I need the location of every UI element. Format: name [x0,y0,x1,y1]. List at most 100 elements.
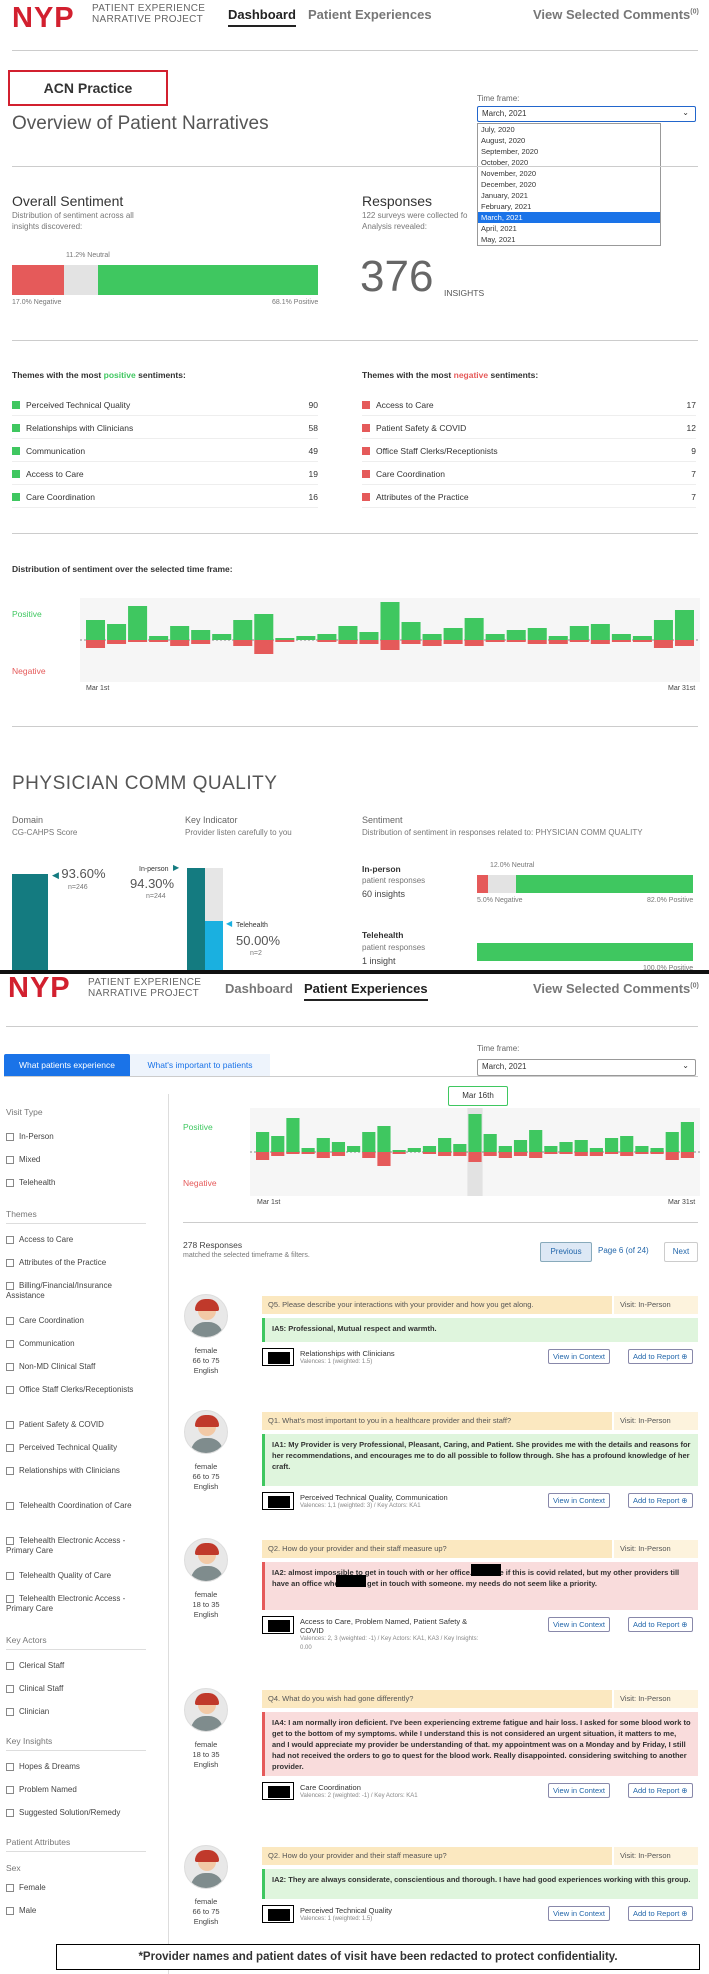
filter-checkbox-item[interactable]: Telehealth Electronic Access - Primary C… [6,1594,136,1614]
checkbox[interactable] [6,1281,14,1290]
timeframe-option[interactable]: November, 2020 [481,169,537,178]
filter-label: Care Coordination [19,1316,84,1325]
filter-checkbox-item[interactable]: Suggested Solution/Remedy [6,1808,136,1818]
checkbox[interactable] [6,1536,14,1545]
checkbox[interactable] [6,1501,14,1510]
timeframe-option[interactable]: March, 2021 [478,212,660,223]
negative-day-bar [286,1152,300,1154]
view-in-context-button[interactable]: View in Context [548,1349,610,1364]
valences-text: Valences: 2 (weighted: -1) / Key Actors:… [300,1793,418,1799]
theme-row: Patient Safety & COVID 12 [362,421,696,435]
filter-checkbox-item[interactable]: Clerical Staff [6,1661,136,1671]
filter-checkbox-item[interactable]: Billing/Financial/Insurance Assistance [6,1281,136,1301]
checkbox[interactable] [6,1132,14,1141]
add-to-report-button[interactable]: Add to Report ⊕ [628,1493,693,1508]
view-in-context-button[interactable]: View in Context [548,1617,610,1632]
tab-what-patients-experience[interactable]: What patients experience [4,1054,130,1076]
timeframe-option[interactable]: April, 2021 [481,224,517,233]
filter-checkbox-item[interactable]: Telehealth Quality of Care [6,1571,136,1581]
timeframe-select[interactable]: March, 2021 ⌄ [477,1059,696,1076]
checkbox[interactable] [6,1258,14,1267]
nav-dashboard[interactable]: Dashboard [228,7,296,27]
avatar [184,1845,228,1889]
checkbox[interactable] [6,1594,14,1603]
filter-checkbox-item[interactable]: Mixed [6,1155,136,1165]
checkbox[interactable] [6,1466,14,1475]
filter-checkbox-item[interactable]: Care Coordination [6,1316,136,1326]
timeframe-option[interactable]: July, 2020 [481,125,515,134]
add-to-report-button[interactable]: Add to Report ⊕ [628,1906,693,1921]
timeframe-select[interactable]: March, 2021 ⌄ [477,106,696,122]
timeframe-option[interactable]: December, 2020 [481,180,537,189]
filter-checkbox-item[interactable]: Male [6,1906,136,1916]
checkbox[interactable] [6,1661,14,1670]
previous-button[interactable]: Previous [540,1242,592,1262]
next-button[interactable]: Next [664,1242,698,1262]
filter-checkbox-item[interactable]: Relationships with Clinicians [6,1466,136,1476]
checkbox[interactable] [6,1155,14,1164]
filter-checkbox-item[interactable]: Access to Care [6,1235,136,1245]
checkbox[interactable] [6,1762,14,1771]
checkbox[interactable] [6,1785,14,1794]
checkbox[interactable] [6,1235,14,1244]
answer-text: IA4: I am normally iron deficient. I've … [262,1712,698,1776]
checkbox[interactable] [6,1316,14,1325]
timeframe-option[interactable]: February, 2021 [481,202,532,211]
filter-checkbox-item[interactable]: Clinical Staff [6,1684,136,1694]
checkbox[interactable] [6,1443,14,1452]
filter-checkbox-item[interactable]: Perceived Technical Quality [6,1443,136,1453]
timeframe-option[interactable]: May, 2021 [481,235,516,244]
theme-tags: Care Coordination Valences: 2 (weighted: … [300,1783,480,1801]
theme-divider [12,507,318,508]
filter-checkbox-item[interactable]: Patient Safety & COVID [6,1420,136,1430]
checkbox[interactable] [6,1707,14,1716]
view-in-context-button[interactable]: View in Context [548,1783,610,1798]
filter-checkbox-item[interactable]: Problem Named [6,1785,136,1795]
checkbox[interactable] [6,1362,14,1371]
nav-view-selected-comments[interactable]: View Selected Comments(0) [533,981,699,996]
view-in-context-button[interactable]: View in Context [548,1906,610,1921]
filter-checkbox-item[interactable]: Clinician [6,1707,136,1717]
theme-divider [12,415,318,416]
checkbox[interactable] [6,1684,14,1693]
avatar [184,1688,228,1732]
nav-patient-experiences[interactable]: Patient Experiences [304,981,428,1001]
nav-patient-experiences[interactable]: Patient Experiences [308,7,432,22]
filter-checkbox-item[interactable]: Telehealth [6,1178,136,1188]
avatar-shape [191,1322,223,1337]
add-to-report-button[interactable]: Add to Report ⊕ [628,1783,693,1798]
checkbox[interactable] [6,1883,14,1892]
filter-checkbox-item[interactable]: In-Person [6,1132,136,1142]
filter-checkbox-item[interactable]: Non-MD Clinical Staff [6,1362,136,1372]
timeframe-option[interactable]: August, 2020 [481,136,526,145]
tab-whats-important[interactable]: What's important to patients [130,1054,270,1076]
checkbox[interactable] [6,1385,14,1394]
filter-checkbox-item[interactable]: Female [6,1883,136,1893]
filter-checkbox-item[interactable]: Communication [6,1339,136,1349]
checkbox[interactable] [6,1571,14,1580]
nav-dashboard[interactable]: Dashboard [225,981,293,996]
negative-day-bar [128,640,148,642]
positive-day-bar [589,1148,603,1152]
checkbox[interactable] [6,1178,14,1187]
add-to-report-button[interactable]: Add to Report ⊕ [628,1617,693,1632]
checkbox[interactable] [6,1906,14,1915]
checkbox[interactable] [6,1420,14,1429]
filter-checkbox-item[interactable]: Attributes of the Practice [6,1258,136,1268]
filter-checkbox-item[interactable]: Office Staff Clerks/Receptionists [6,1385,136,1395]
checkbox[interactable] [6,1808,14,1817]
view-in-context-button[interactable]: View in Context [548,1493,610,1508]
overall-sentiment-title: Overall Sentiment [12,193,124,209]
timeframe-option[interactable]: January, 2021 [481,191,528,200]
neg-title-post: sentiments: [488,370,539,380]
filter-checkbox-item[interactable]: Telehealth Electronic Access - Primary C… [6,1536,136,1556]
nav-view-selected-comments[interactable]: View Selected Comments(0) [533,7,699,22]
timeframe-option[interactable]: September, 2020 [481,147,539,156]
filter-checkbox-item[interactable]: Hopes & Dreams [6,1762,136,1772]
checkbox[interactable] [6,1339,14,1348]
positive-day-bar [604,1138,619,1152]
add-to-report-button[interactable]: Add to Report ⊕ [628,1349,693,1364]
redaction-footnote: *Provider names and patient dates of vis… [56,1944,700,1970]
timeframe-option[interactable]: October, 2020 [481,158,529,167]
filter-checkbox-item[interactable]: Telehealth Coordination of Care [6,1501,136,1511]
